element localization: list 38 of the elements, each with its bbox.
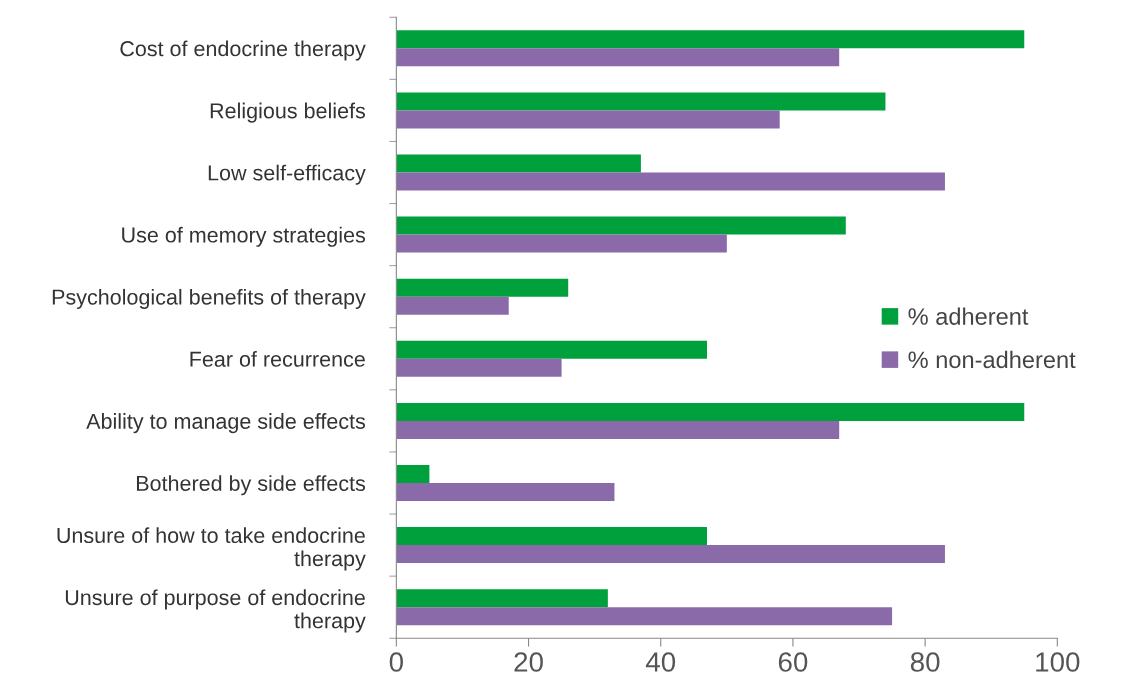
bar (396, 30, 1025, 49)
x-tick-label: 0 (389, 652, 403, 672)
bar (396, 154, 641, 173)
legend-label: % adherent (908, 307, 1029, 325)
x-tick-label: 80 (910, 652, 940, 672)
x-tick-label: 40 (645, 652, 676, 672)
bar (396, 296, 509, 315)
x-tick-label: 20 (514, 652, 543, 672)
y-tick-label: Unsure of how to take endocrine therapy (57, 527, 366, 571)
bar (396, 110, 780, 129)
y-tick-label: Use of memory strategies (122, 226, 366, 247)
bar (396, 92, 886, 111)
bar (396, 48, 840, 67)
bar (396, 483, 615, 502)
bar (396, 420, 840, 439)
legend-label: % non-adherent (908, 350, 1076, 369)
x-tick-label: 100 (1036, 652, 1080, 672)
bar (396, 216, 846, 235)
y-tick-label: Fear of recurrence (190, 351, 365, 367)
bar (396, 278, 569, 297)
bar (396, 527, 707, 546)
y-tick-label: Unsure of purpose of endocrine therapy (65, 589, 366, 633)
x-tick-label: 60 (778, 652, 808, 672)
y-tick-label: Religious beliefs (210, 102, 366, 123)
bar (396, 545, 945, 564)
y-tick-label: Cost of endocrine therapy (120, 40, 366, 61)
bar (396, 402, 1025, 421)
bar (396, 234, 727, 253)
y-tick-label: Ability to manage side effects (86, 413, 366, 434)
bar (396, 358, 562, 377)
bar (396, 607, 893, 626)
bar (396, 464, 430, 483)
bar (396, 172, 945, 191)
y-tick-label: Psychological benefits of therapy (52, 288, 366, 309)
y-tick-label: Bothered by side effects (136, 475, 366, 496)
y-tick-label: Low self-efficacy (208, 164, 366, 185)
bar (396, 340, 707, 359)
bar (396, 589, 608, 608)
